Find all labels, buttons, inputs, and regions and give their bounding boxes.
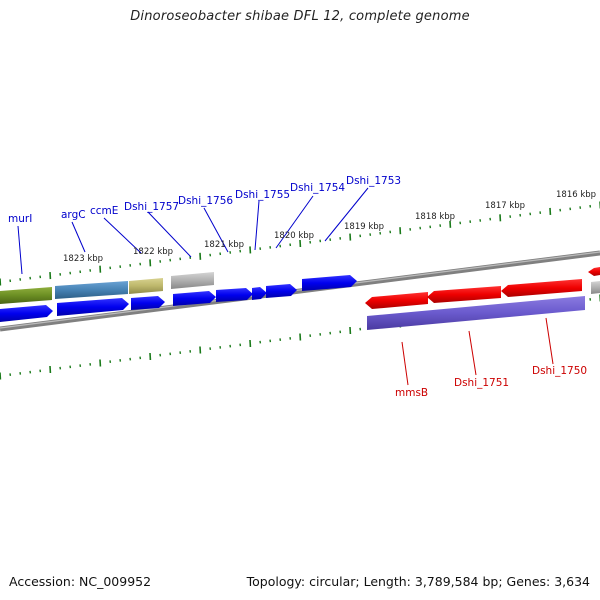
leader-lines xyxy=(17,187,554,386)
gene-dshi-1750-arrow[interactable] xyxy=(501,279,582,297)
gene-label-dshi-1757[interactable]: Dshi_1757 xyxy=(124,201,179,213)
genome-summary-text: Topology: circular; Length: 3,789,584 bp… xyxy=(246,574,590,589)
scale-label-1821: 1821 kbp xyxy=(204,240,244,250)
gene-label-argc[interactable]: argC xyxy=(61,209,86,221)
gene-label-dshi-1753[interactable]: Dshi_1753 xyxy=(346,175,401,187)
gene-dshi-1754-arrow[interactable] xyxy=(266,284,297,298)
scale-label-1823: 1823 kbp xyxy=(63,254,103,264)
gene-mmsb-arrow[interactable] xyxy=(365,292,428,309)
gene-label-dshi-1756[interactable]: Dshi_1756 xyxy=(178,195,233,207)
scale-ticks-upper xyxy=(0,201,600,286)
cog-block-dshi-1757[interactable] xyxy=(171,272,214,289)
gene-label-mmsb[interactable]: mmsB xyxy=(395,387,428,399)
scale-label-1822: 1822 kbp xyxy=(133,247,173,257)
cog-block-ccme[interactable] xyxy=(129,278,163,294)
gene-muri-arrow[interactable] xyxy=(0,305,53,322)
gene-dshi-1751-arrow[interactable] xyxy=(427,286,501,303)
forward-genes xyxy=(0,275,357,322)
cog-band-forward xyxy=(0,272,214,304)
genome-backbone xyxy=(0,250,600,332)
gene-label-dshi-1755[interactable]: Dshi_1755 xyxy=(235,189,290,201)
gene-ccme-arrow[interactable] xyxy=(131,296,165,310)
reverse-genes xyxy=(365,267,600,309)
cog-block-argc[interactable] xyxy=(55,281,128,299)
gene-label-dshi-1751[interactable]: Dshi_1751 xyxy=(454,377,509,389)
scale-label-1819: 1819 kbp xyxy=(344,222,384,232)
scale-label-1817: 1817 kbp xyxy=(485,201,525,211)
gene-dshi-1755-arrow[interactable] xyxy=(252,287,267,300)
gene-dshi-1753-arrow[interactable] xyxy=(302,275,357,291)
gene-label-dshi-1754[interactable]: Dshi_1754 xyxy=(290,182,345,194)
cog-block-offscreen[interactable] xyxy=(591,281,600,294)
map-title: Dinoroseobacter shibae DFL 12, complete … xyxy=(130,9,470,24)
scale-label-1816: 1816 kbp xyxy=(556,190,596,200)
scale-label-1818: 1818 kbp xyxy=(415,212,455,222)
scale-label-1820: 1820 kbp xyxy=(274,231,314,241)
gene-argc-arrow[interactable] xyxy=(57,298,129,316)
gene-dshi-1756-arrow[interactable] xyxy=(216,288,253,302)
gene-label-ccme[interactable]: ccmE xyxy=(90,205,118,217)
gene-label-muri[interactable]: murI xyxy=(8,213,32,225)
cog-block-mmsb-1750[interactable] xyxy=(367,296,585,330)
accession-text: Accession: NC_009952 xyxy=(9,574,152,589)
cog-block-muri[interactable] xyxy=(0,287,52,304)
gene-dshi-1757-arrow[interactable] xyxy=(173,291,216,306)
gene-label-dshi-1750[interactable]: Dshi_1750 xyxy=(532,365,587,377)
gene-offscreen-red-arrow[interactable] xyxy=(588,267,600,276)
cog-band-reverse xyxy=(367,281,600,330)
